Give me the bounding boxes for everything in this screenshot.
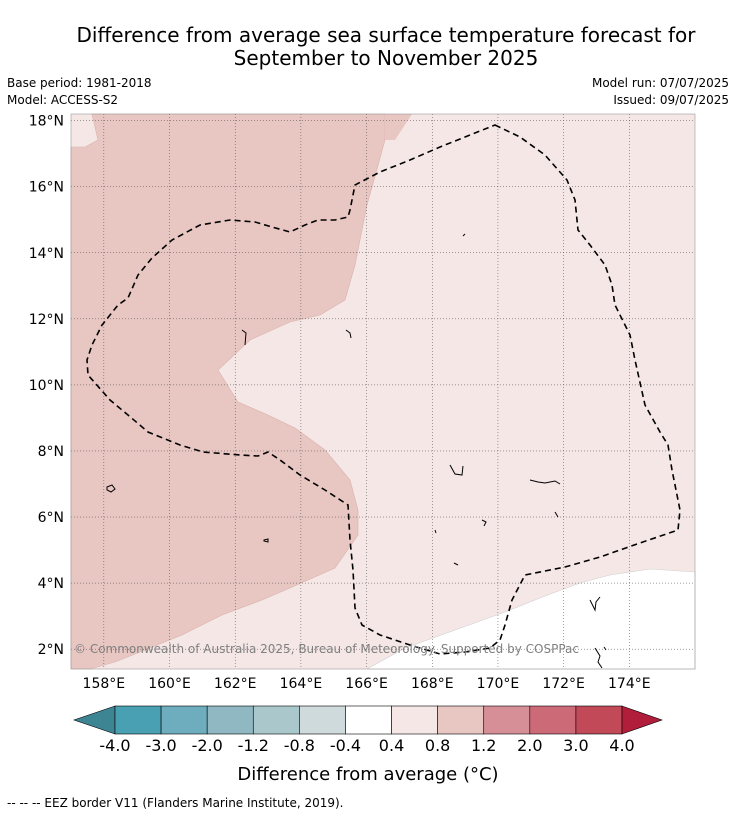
longitude-tick-label: 160°E <box>148 676 191 692</box>
latitude-tick-labels: 2°N 4°N 6°N 8°N 10°N 12°N 14°N 16°N 18°N <box>29 114 64 659</box>
latitude-tick-label: 12°N <box>29 312 64 328</box>
island-outline <box>263 538 269 543</box>
longitude-tick-label: 172°E <box>542 676 585 692</box>
longitude-tick-label: 168°E <box>411 676 454 692</box>
colorbar-segment <box>114 705 162 735</box>
model-run-date: Model run: 07/07/2025 <box>591 76 729 90</box>
colorbar-segment <box>483 705 531 735</box>
model-name: Model: ACCESS-S2 <box>7 93 119 107</box>
island-outline <box>462 233 466 237</box>
colorbar-segment <box>160 705 208 735</box>
island-outline <box>106 484 116 493</box>
latitude-tick-label: 16°N <box>29 180 64 196</box>
colorbar-segment <box>437 705 485 735</box>
island-outline <box>589 596 601 612</box>
latitude-tick-label: 14°N <box>29 246 64 262</box>
colorbar-segment <box>529 705 577 735</box>
latitude-tick-label: 18°N <box>29 114 64 130</box>
island-outline <box>594 647 603 669</box>
colorbar-segment <box>252 705 300 735</box>
base-period: Base period: 1981-2018 <box>7 76 152 90</box>
island-outline <box>449 464 464 476</box>
latitude-tick-label: 6°N <box>38 510 64 526</box>
colorbar-tick-label: -3.0 <box>145 736 177 755</box>
colorbar <box>73 705 663 735</box>
longitude-tick-labels: 158°E 160°E 162°E 164°E 166°E 168°E 170°E 172°E… <box>83 676 651 692</box>
colorbar-extend-high <box>621 705 663 735</box>
colorbar-tick-label: -4.0 <box>99 736 131 755</box>
island-outline <box>481 519 487 527</box>
island-outline <box>345 329 352 339</box>
island-outline <box>241 329 247 346</box>
longitude-tick-label: 162°E <box>214 676 257 692</box>
warm-band-medium-north <box>385 114 412 140</box>
colorbar-title: Difference from average (°C) <box>237 764 499 785</box>
eez-legend-note: -- -- -- EEZ border V11 (Flanders Marine… <box>7 796 344 810</box>
colorbar-tick-label: -0.4 <box>329 736 362 755</box>
colorbar-tick-label: -2.0 <box>191 736 223 755</box>
colorbar-tick-label: 3.0 <box>563 736 589 755</box>
longitude-tick-label: 166°E <box>345 676 388 692</box>
colorbar-tick-label: 1.2 <box>470 736 497 755</box>
latitude-tick-label: 10°N <box>29 378 64 394</box>
colorbar-segment <box>299 705 346 735</box>
island-outline <box>554 511 559 518</box>
issued-date: Issued: 09/07/2025 <box>613 93 729 107</box>
map-frame <box>70 113 696 670</box>
colorbar-segment <box>206 705 254 735</box>
colorbar-segment <box>345 705 392 735</box>
longitude-tick-label: 174°E <box>608 676 651 692</box>
graticule <box>71 114 695 669</box>
longitude-tick-label: 170°E <box>477 676 520 692</box>
colorbar-segment <box>391 705 438 735</box>
longitude-tick-label: 164°E <box>280 676 323 692</box>
island-outlines <box>106 233 607 669</box>
island-outline <box>529 479 561 485</box>
colorbar-tick-label: 4.0 <box>609 736 635 755</box>
map-area <box>70 113 696 670</box>
island-outline <box>453 562 459 566</box>
island-outline <box>434 529 437 534</box>
colorbar-tick-label: -0.8 <box>283 736 315 755</box>
latitude-tick-label: 4°N <box>38 576 64 592</box>
title-line-1: Difference from average sea surface temp… <box>76 23 696 47</box>
island-outline <box>603 646 607 651</box>
colorbar-segment <box>575 705 623 735</box>
copyright-notice: © Commonwealth of Australia 2025, Bureau… <box>74 642 579 656</box>
title-line-2: September to November 2025 <box>233 46 539 70</box>
colorbar-tick-label: 0.8 <box>424 736 451 755</box>
colorbar-tick-label: 2.0 <box>517 736 543 755</box>
latitude-tick-label: 8°N <box>38 444 64 460</box>
longitude-tick-label: 158°E <box>83 676 126 692</box>
colorbar-tick-label: -1.2 <box>237 736 269 755</box>
eez-border <box>86 124 681 655</box>
colorbar-extend-low <box>73 705 116 735</box>
latitude-tick-label: 2°N <box>38 642 64 658</box>
colorbar-tick-label: 0.4 <box>378 736 405 755</box>
